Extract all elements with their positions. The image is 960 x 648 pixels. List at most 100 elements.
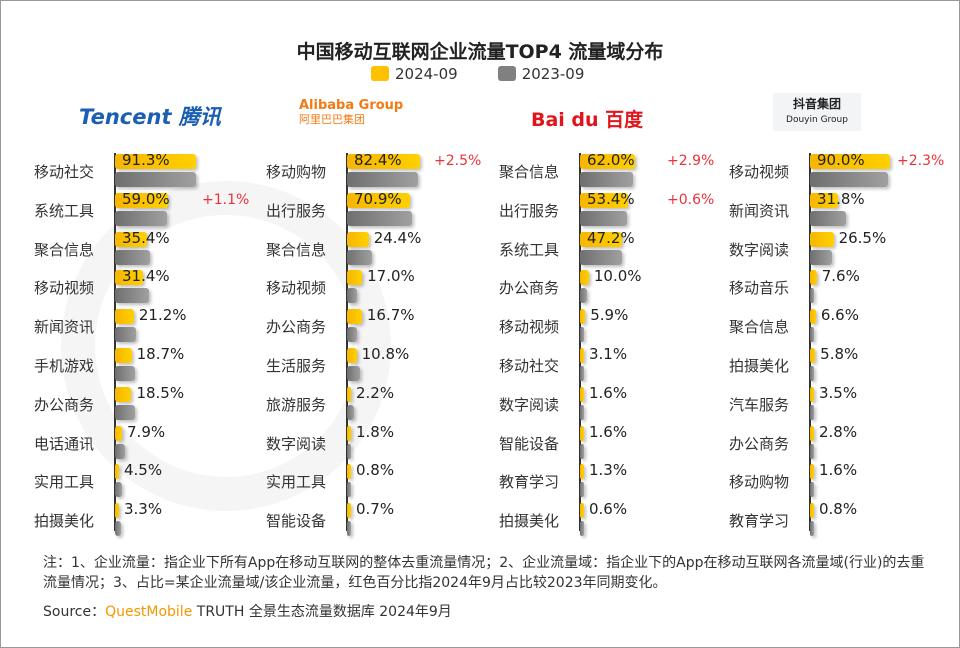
bar-2024 (580, 309, 586, 325)
bar-2024 (115, 309, 134, 325)
bar-2024 (580, 503, 584, 519)
category-label: 办公商务 (266, 318, 327, 337)
bar-2023 (347, 443, 352, 459)
bar-2023 (580, 482, 584, 498)
value-label: 82.4% (354, 151, 402, 169)
axis-line (809, 153, 811, 531)
douyin-logo: 抖音集团 Douyin Group (773, 93, 861, 131)
bar-2024 (580, 192, 628, 208)
category-label: 聚合信息 (266, 240, 327, 259)
bar-2023 (115, 521, 122, 537)
bar-2023 (580, 288, 588, 304)
category-label: 移动购物 (729, 473, 790, 492)
bar-2023 (810, 443, 814, 459)
axis-line (579, 153, 581, 531)
bar-2024 (347, 425, 351, 441)
value-label: 7.6% (821, 267, 860, 286)
bar-2024 (115, 464, 119, 480)
source-brand: QuestMobile (105, 604, 193, 620)
category-label: 移动社交 (499, 357, 560, 375)
footnote: 注：1、企业流量：指企业下所有App在移动互联网的整体去重流量情况；2、企业流量… (43, 555, 925, 591)
tencent-logo: Tencent 腾讯 (79, 105, 221, 129)
footer: 注：1、企业流量：指企业下所有App在移动互联网的整体去重流量情况；2、企业流量… (43, 553, 933, 621)
bar-2024 (580, 154, 636, 169)
bar-2023 (810, 482, 814, 498)
category-label: 数字阅读 (266, 434, 327, 453)
category-label: 聚合信息 (499, 163, 560, 181)
category-label: 出行服务 (499, 201, 560, 220)
category-label: 移动视频 (34, 279, 95, 298)
category-label: 电话通讯 (34, 434, 95, 453)
category-label: 聚合信息 (729, 318, 790, 337)
bar-2024 (810, 464, 814, 480)
value-label: 6.6% (820, 306, 859, 325)
bar-2024 (347, 348, 357, 363)
bar-2024 (810, 425, 814, 441)
category-label: 聚合信息 (34, 240, 95, 259)
value-label: 18.7% (136, 345, 185, 363)
bar-2023 (115, 404, 136, 420)
category-label: 拍摄美化 (729, 357, 790, 375)
bar-2024 (810, 231, 834, 247)
source-prefix: Source： (43, 604, 106, 620)
value-label: 10.0% (593, 267, 642, 286)
douyin-logo-cn: 抖音集团 (792, 97, 841, 111)
legend-label: 2024-09 (395, 65, 458, 83)
bar-2024 (115, 270, 143, 286)
category-label: 汽车服务 (729, 395, 790, 414)
value-label: 17.0% (367, 267, 415, 286)
bar-2023 (810, 249, 833, 265)
bar-2023 (580, 521, 584, 537)
bar-2023 (115, 210, 167, 226)
douyin-logo-en: Douyin Group (786, 115, 848, 125)
category-label: 办公商务 (499, 279, 560, 298)
bar-2023 (347, 404, 355, 420)
bar-2023 (347, 172, 419, 187)
value-label: 5.8% (820, 345, 859, 363)
bar-2024 (347, 270, 363, 286)
bar-2023 (810, 210, 847, 226)
category-label: 移动视频 (266, 279, 327, 298)
bar-2024 (347, 154, 421, 169)
value-label: 53.4% (587, 189, 635, 208)
category-label: 移动社交 (34, 163, 95, 181)
bar-2024 (347, 192, 411, 208)
bar-2024 (580, 348, 584, 363)
bar-2024 (347, 309, 362, 325)
change-label: +2.5% (434, 153, 482, 169)
category-label: 拍摄美化 (499, 512, 560, 531)
value-label: 59.0% (122, 189, 170, 208)
bar-2024 (115, 192, 168, 208)
value-label: 7.9% (127, 422, 166, 441)
bar-2024 (115, 348, 132, 363)
value-label: 3.1% (589, 345, 628, 363)
bar-2023 (347, 249, 372, 265)
bar-2024 (115, 231, 147, 247)
bar-2023 (810, 521, 814, 537)
value-label: 0.7% (356, 500, 395, 519)
value-label: 35.4% (122, 228, 170, 247)
bar-2023 (580, 210, 627, 226)
value-label: 4.5% (124, 461, 163, 480)
source-rest: TRUTH 全景生态流量数据库 2024年9月 (192, 604, 452, 620)
category-label: 系统工具 (499, 240, 560, 259)
value-label: 26.5% (838, 228, 887, 247)
bar-2023 (115, 366, 136, 381)
category-label: 新闻资讯 (34, 318, 95, 337)
bar-2024 (810, 503, 814, 519)
chart-title: 中国移动互联网企业流量TOP4 流量域分布 (296, 41, 664, 63)
bar-2024 (580, 464, 584, 480)
value-label: 3.5% (819, 383, 858, 402)
value-label: 47.2% (587, 228, 635, 247)
category-label: 数字阅读 (499, 395, 560, 414)
bar-2023 (810, 327, 814, 343)
bar-2023 (347, 327, 357, 343)
legend-label: 2023-09 (521, 65, 585, 83)
value-label: 91.3% (122, 151, 170, 169)
category-label: 教育学习 (499, 473, 560, 492)
bar-2023 (347, 288, 357, 304)
bar-2023 (810, 288, 814, 304)
legend-item-2023: 2023-09 (497, 65, 585, 83)
bar-2024 (810, 270, 817, 286)
